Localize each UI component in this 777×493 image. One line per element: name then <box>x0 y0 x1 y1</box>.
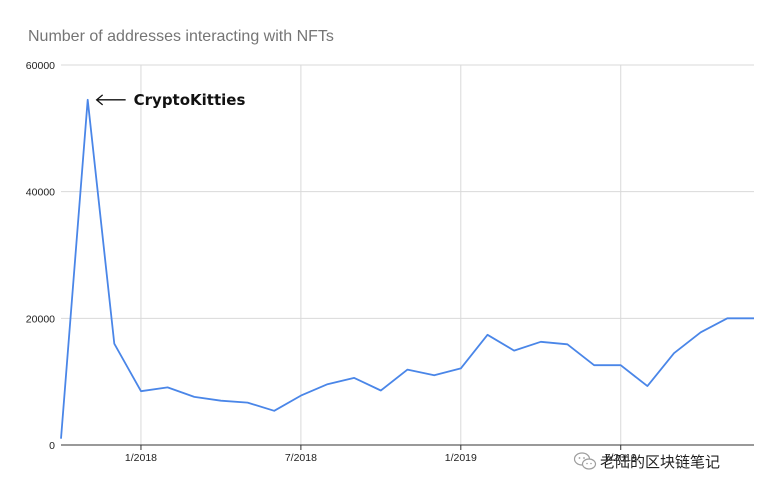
watermark: 老陆的区块链笔记 <box>573 452 720 471</box>
wechat-icon <box>573 452 597 470</box>
y-axis-ticks: 0 20000 40000 60000 <box>26 60 55 452</box>
annotations: CryptoKitties <box>95 91 246 109</box>
x-tick-label: 1/2019 <box>445 452 477 464</box>
chart-title: Number of addresses interacting with NFT… <box>28 28 334 45</box>
x-tick-label: 7/2019 <box>605 452 637 464</box>
x-tick-label: 1/2018 <box>125 452 157 464</box>
annotation-label: CryptoKitties <box>134 91 246 109</box>
series-line-0 <box>60 98 754 439</box>
annotation-arrow <box>95 94 126 106</box>
x-axis-ticks: 1/2018 7/2018 1/2019 7/2019 <box>125 445 637 464</box>
grid <box>61 64 754 446</box>
y-tick-label: 60000 <box>26 60 55 72</box>
x-tick-label: 7/2018 <box>285 452 317 464</box>
y-tick-label: 20000 <box>26 313 55 325</box>
watermark-text: 老陆的区块链笔记 <box>600 453 720 471</box>
y-tick-label: 40000 <box>26 187 55 199</box>
series-layer <box>60 98 754 439</box>
y-tick-label: 0 <box>49 440 55 452</box>
